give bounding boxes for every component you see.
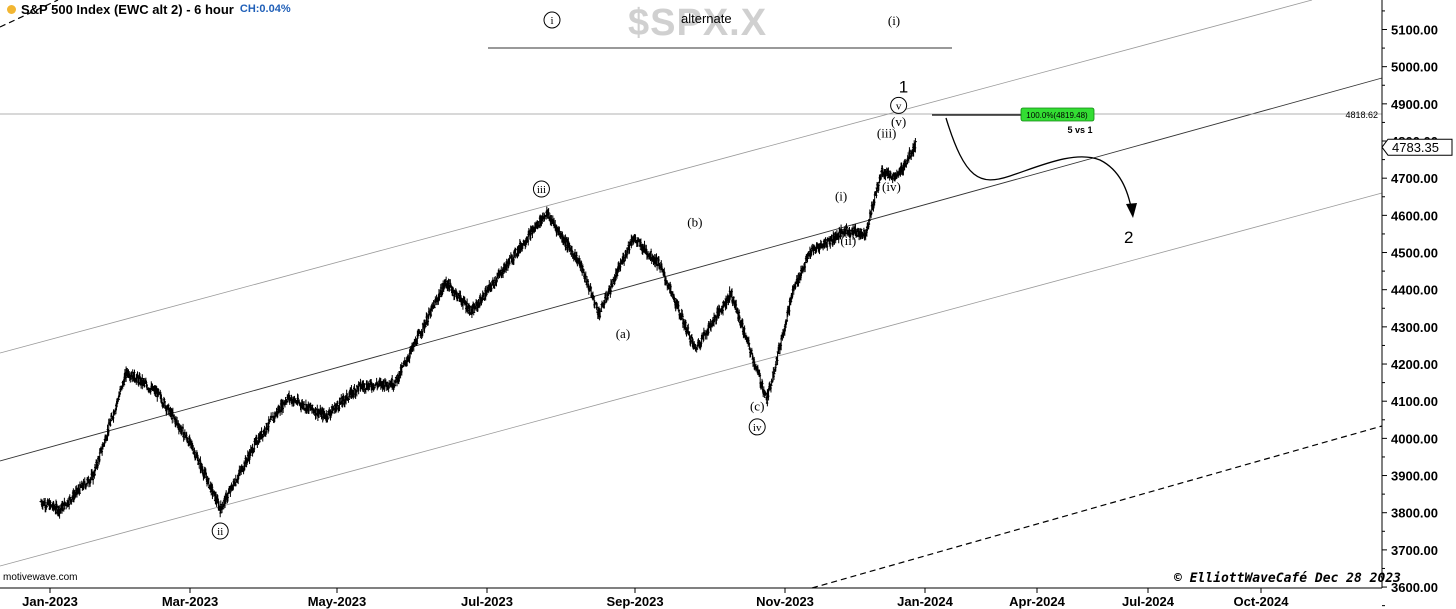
wave-label: (b)	[687, 215, 702, 230]
wave-label: (v)	[891, 114, 906, 129]
chart-title: S&P 500 Index (EWC alt 2) - 6 hour	[21, 1, 234, 17]
wave-labels: iiiii(a)(b)(c)iv(i)(ii)(iii)(iv)(v)v12i(…	[211, 11, 1134, 540]
legend-wave-circle	[543, 11, 561, 29]
wave-label-circle	[890, 96, 908, 114]
wave-label: v	[890, 96, 908, 114]
legend-wave-label: (i)	[888, 13, 900, 28]
y-tick-label: 4700.00	[1391, 171, 1438, 186]
y-tick-label: 4100.00	[1391, 394, 1438, 409]
y-tick-label: 4000.00	[1391, 431, 1438, 446]
target-box-label: 100.0%(4819.48)	[1026, 111, 1088, 120]
wave-label: 2	[1124, 228, 1133, 247]
x-tick-label: Jan-2024	[897, 594, 953, 609]
wave-label-circle	[532, 180, 550, 198]
chart-header: S&P 500 Index (EWC alt 2) - 6 hour CH:0.…	[0, 0, 291, 18]
price-bar	[913, 138, 917, 153]
wave-label-circle	[748, 418, 766, 436]
wave-label: (ii)	[840, 233, 856, 248]
last-price-label: 4783.35	[1392, 140, 1439, 155]
x-tick-label: Mar-2023	[162, 594, 218, 609]
source-label: motivewave.com	[3, 572, 78, 583]
wave-label: (a)	[616, 326, 630, 341]
target-box	[1020, 107, 1095, 122]
wave-label-text: iv	[753, 422, 762, 434]
y-tick-label: 5000.00	[1391, 60, 1438, 75]
y-tick-label: 3900.00	[1391, 469, 1438, 484]
y-tick-label: 4400.00	[1391, 283, 1438, 298]
copyright-label: © ElliottWaveCafé Dec 28 2023	[1174, 571, 1401, 586]
projection-arrow-icon	[1126, 203, 1137, 218]
wave-label-text: (i)	[835, 188, 847, 203]
wave-label-text: 2	[1124, 228, 1133, 247]
upper-channel-line	[0, 0, 1313, 354]
y-tick-label: 3800.00	[1391, 506, 1438, 521]
horizontal-level-label: 4818.62	[1345, 110, 1378, 120]
x-tick-label: Nov-2023	[756, 594, 814, 609]
target-note: 5 vs 1	[1067, 125, 1092, 135]
symbol-watermark: $SPX.X	[628, 2, 768, 44]
wave-label-text: (iii)	[877, 125, 897, 140]
y-tick-label: 5100.00	[1391, 23, 1438, 38]
dashed-resistance-line	[0, 0, 59, 28]
x-tick-label: Oct-2024	[1234, 594, 1290, 609]
wave-label: (c)	[750, 398, 764, 413]
price-bars	[39, 138, 917, 519]
y-tick-label: 3700.00	[1391, 543, 1438, 558]
y-tick-label: 3600.00	[1391, 580, 1438, 595]
wave-label-text: (a)	[616, 326, 630, 341]
wave-label-circle	[211, 522, 229, 540]
y-tick-label: 4300.00	[1391, 320, 1438, 335]
lower-channel-line	[0, 192, 1383, 567]
wave-label-text: 1	[899, 78, 908, 97]
y-tick-label: 4500.00	[1391, 246, 1438, 261]
wave-label-text: ii	[217, 526, 223, 538]
wave-label-text: (ii)	[840, 233, 856, 248]
last-price-tag	[1381, 138, 1453, 156]
wave-label-text: iii	[537, 184, 546, 196]
trend-channels	[0, 0, 1383, 589]
wave-label-text: (b)	[687, 215, 702, 230]
y-tick-label: 4900.00	[1391, 97, 1438, 112]
change-readout: CH:0.04%	[239, 3, 291, 15]
y-tick-label: 4600.00	[1391, 208, 1438, 223]
y-tick-label: 4200.00	[1391, 357, 1438, 372]
legend-wave-text: i	[550, 15, 553, 27]
wave-label: 1	[899, 78, 908, 97]
alternate-label: alternate	[681, 11, 732, 26]
legend-wave-label: i	[543, 11, 561, 29]
middle-channel-line	[0, 77, 1383, 462]
projection-path	[945, 117, 1133, 213]
wave-label-text: (iv)	[882, 179, 901, 194]
wave-label-text: (c)	[750, 398, 764, 413]
wave-label: (i)	[835, 188, 847, 203]
x-tick-label: Jul-2024	[1122, 594, 1175, 609]
x-tick-label: Jan-2023	[22, 594, 78, 609]
x-tick-label: Apr-2024	[1009, 594, 1065, 609]
wave-label: iv	[748, 418, 766, 436]
x-tick-label: Jul-2023	[461, 594, 513, 609]
wave-label: ii	[211, 522, 229, 540]
wave-label: (iv)	[882, 179, 901, 194]
wave-label: iii	[532, 180, 550, 198]
wave-label: (iii)	[877, 125, 897, 140]
x-tick-label: May-2023	[308, 594, 367, 609]
x-tick-label: Sep-2023	[606, 594, 663, 609]
wave-label-text: (v)	[891, 114, 906, 129]
status-dot-icon	[7, 4, 16, 14]
projection: 100.0%(4819.48) 5 vs 1	[932, 107, 1137, 218]
wave-label-text: v	[896, 100, 902, 112]
dashed-support-line	[811, 425, 1383, 589]
